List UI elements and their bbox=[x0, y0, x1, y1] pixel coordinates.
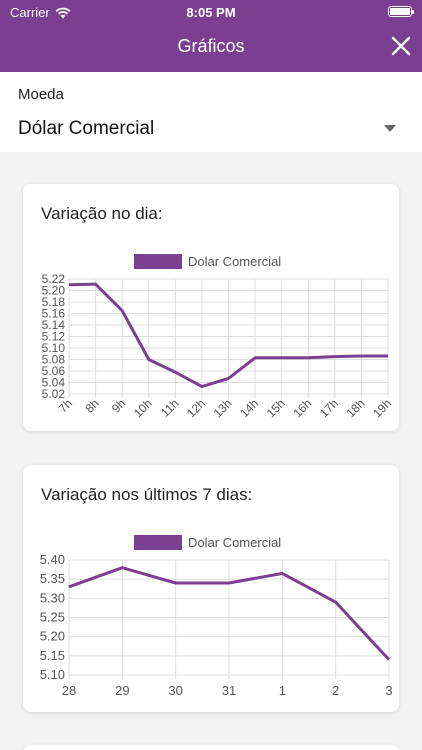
week-chart-title: Variação nos últimos 7 dias: bbox=[41, 485, 253, 504]
x-tick-label: 11h bbox=[158, 396, 181, 419]
x-tick-label: 15h bbox=[264, 396, 288, 420]
y-tick-label: 5.08 bbox=[42, 353, 66, 367]
x-tick-label: 12h bbox=[184, 396, 208, 420]
x-tick-label: 10h bbox=[131, 396, 155, 420]
y-tick-label: 5.25 bbox=[40, 610, 65, 625]
y-tick-label: 5.10 bbox=[40, 667, 65, 682]
x-tick-label: 17h bbox=[317, 396, 341, 420]
x-tick-label: 29 bbox=[115, 683, 129, 698]
currency-label: Moeda bbox=[18, 86, 64, 103]
legend-label: Dolar Comercial bbox=[188, 535, 281, 550]
legend-label: Dolar Comercial bbox=[188, 254, 281, 269]
battery-icon bbox=[388, 6, 414, 17]
x-tick-label: 9h bbox=[109, 396, 128, 415]
status-bar: Carrier 8:05 PM bbox=[0, 0, 422, 24]
y-tick-label: 5.04 bbox=[42, 376, 66, 390]
x-tick-label: 18h bbox=[343, 396, 367, 420]
y-tick-label: 5.20 bbox=[40, 629, 65, 644]
week-variation-chart: Dolar Comercial 5.40 5.35 5.30 5.25 5.20 5.15 5… bbox=[40, 535, 393, 698]
y-tick-label: 5.15 bbox=[40, 648, 65, 663]
x-tick-label: 3 bbox=[385, 683, 392, 698]
legend-swatch bbox=[134, 535, 182, 550]
day-variation-chart: Dolar Comercial5.225.205.185.165.145.125… bbox=[42, 254, 394, 420]
y-tick-label: 5.30 bbox=[40, 590, 65, 605]
y-tick-label: 5.40 bbox=[40, 552, 65, 567]
y-tick-label: 5.06 bbox=[42, 364, 66, 378]
x-tick-label: 19h bbox=[370, 396, 394, 420]
next-card bbox=[23, 745, 399, 750]
status-time: 8:05 PM bbox=[186, 5, 236, 20]
y-tick-label: 5.02 bbox=[42, 387, 66, 401]
x-tick-label: 1 bbox=[279, 683, 286, 698]
currency-selector[interactable]: Moeda Dólar Comercial bbox=[0, 72, 422, 152]
currency-value[interactable]: Dólar Comercial bbox=[18, 118, 155, 139]
y-tick-label: 5.14 bbox=[42, 318, 66, 332]
x-tick-label: 14h bbox=[237, 396, 261, 420]
x-tick-label: 13h bbox=[211, 396, 235, 420]
y-tick-label: 5.35 bbox=[40, 571, 65, 586]
x-tick-label: 16h bbox=[290, 396, 314, 420]
dropdown-caret-icon[interactable] bbox=[384, 125, 396, 132]
carrier-label: Carrier bbox=[10, 5, 50, 20]
series-line bbox=[68, 566, 391, 661]
x-tick-label: 28 bbox=[62, 683, 76, 698]
close-icon[interactable] bbox=[390, 35, 412, 57]
legend-swatch bbox=[134, 254, 182, 269]
x-tick-label: 31 bbox=[222, 683, 236, 698]
x-tick-label: 8h bbox=[82, 396, 101, 415]
carrier-info: Carrier bbox=[10, 5, 71, 20]
y-tick-label: 5.16 bbox=[42, 307, 66, 321]
x-tick-label: 30 bbox=[168, 683, 182, 698]
y-tick-label: 5.20 bbox=[42, 284, 66, 298]
day-chart-title: Variação no dia: bbox=[41, 204, 163, 223]
app-header: Carrier 8:05 PM Gráficos bbox=[0, 0, 422, 72]
page-title: Gráficos bbox=[177, 36, 245, 56]
y-tick-label: 5.12 bbox=[42, 330, 66, 344]
y-tick-label: 5.18 bbox=[42, 295, 66, 309]
series-line bbox=[68, 282, 388, 389]
y-tick-label: 5.22 bbox=[42, 272, 66, 286]
week-variation-card: Variação nos últimos 7 dias: Dolar Comer… bbox=[23, 465, 399, 712]
wifi-icon bbox=[55, 7, 71, 18]
day-variation-card: Variação no dia: Dolar Comercial 5.22 5.20… bbox=[23, 184, 399, 431]
y-tick-label: 5.10 bbox=[42, 341, 66, 355]
x-tick-label: 2 bbox=[332, 683, 339, 698]
